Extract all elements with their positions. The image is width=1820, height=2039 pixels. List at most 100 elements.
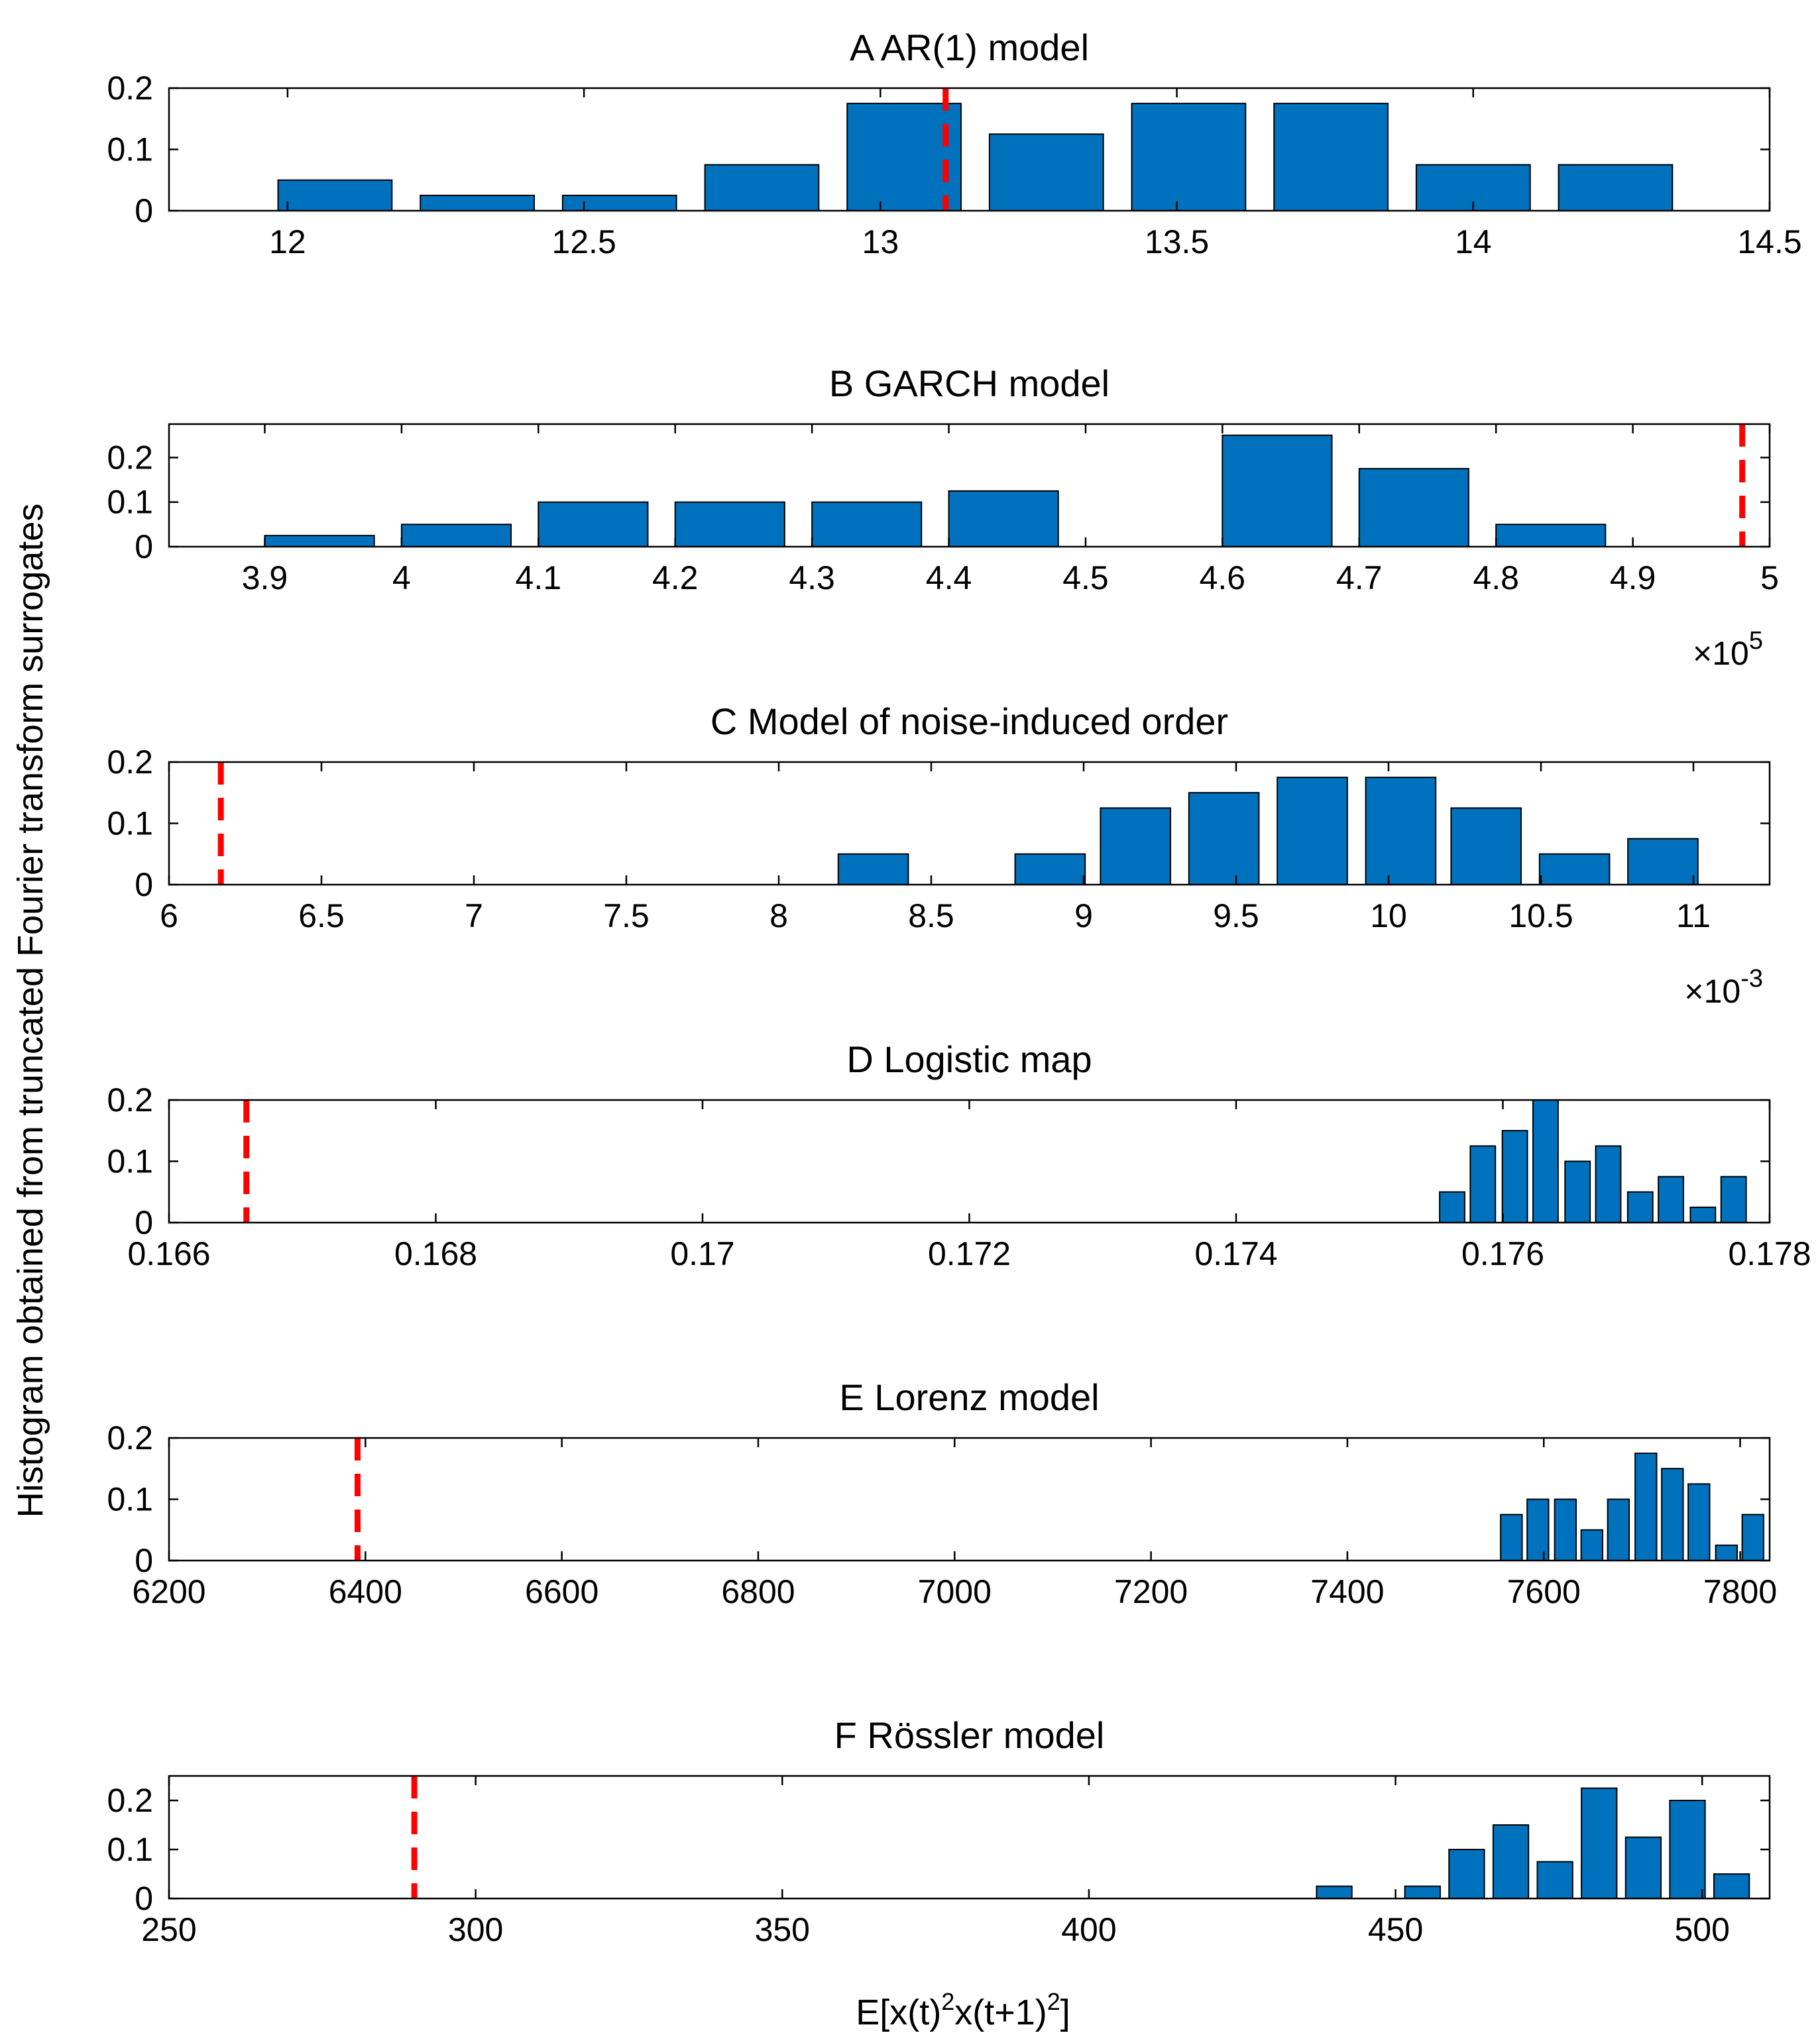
histogram-bar bbox=[277, 179, 393, 211]
x-tick-label: 7200 bbox=[1114, 1573, 1188, 1610]
panel-a: A AR(1) model 12 12.5 13 13.5 14 14.5 0 0.1 0.2 bbox=[107, 27, 1801, 260]
histogram-bar bbox=[846, 103, 962, 211]
histogram-bar bbox=[948, 490, 1059, 548]
histogram-bar bbox=[400, 524, 512, 548]
y-tick-label: 0.1 bbox=[107, 484, 153, 521]
x-tick-label: 0.172 bbox=[928, 1235, 1011, 1272]
xlabel-part: ] bbox=[1060, 1993, 1070, 2032]
histogram-bar bbox=[674, 501, 785, 548]
x-tick-label: 6200 bbox=[132, 1573, 205, 1610]
histogram-bar bbox=[1624, 1836, 1662, 1899]
xlabel-superscript: 2 bbox=[941, 1988, 954, 2015]
axes-box bbox=[168, 423, 1771, 548]
x-tick-label: 4.5 bbox=[1062, 559, 1109, 596]
axes-box bbox=[168, 1775, 1771, 1900]
multiplier-exponent: -3 bbox=[1740, 965, 1763, 993]
axes-box bbox=[168, 1099, 1771, 1224]
histogram-bar bbox=[1469, 1145, 1497, 1223]
y-tick-label: 0.1 bbox=[107, 131, 153, 168]
x-tick-label: 7400 bbox=[1310, 1573, 1384, 1610]
histogram-bar bbox=[1365, 777, 1437, 885]
y-tick-label: 0 bbox=[135, 1204, 153, 1241]
panel-title: D Logistic map bbox=[846, 1038, 1092, 1080]
panel-title: B GARCH model bbox=[829, 362, 1109, 404]
x-tick-label: 10.5 bbox=[1508, 897, 1573, 934]
x-tick-label: 7.5 bbox=[603, 897, 650, 934]
histogram-bar bbox=[561, 194, 677, 211]
histogram-bar bbox=[1131, 103, 1247, 211]
histogram-bar bbox=[1580, 1529, 1604, 1561]
histogram-bar bbox=[1448, 1849, 1485, 1899]
x-tick-label: 6 bbox=[160, 897, 178, 934]
histogram-bar bbox=[1661, 1468, 1684, 1561]
histogram-bar bbox=[1634, 1453, 1658, 1561]
figure-ylabel: Histogram obtained from truncated Fourie… bbox=[11, 504, 50, 1518]
histogram-bar bbox=[1222, 434, 1333, 547]
x-tick-label: 9 bbox=[1074, 897, 1093, 934]
histogram-bar bbox=[1492, 1824, 1530, 1899]
y-tick-label: 0.1 bbox=[107, 1143, 153, 1180]
histogram-bar bbox=[1720, 1176, 1747, 1223]
panel-title: E Lorenz model bbox=[839, 1376, 1099, 1418]
histogram-bar bbox=[1658, 1176, 1684, 1223]
panel-b: B GARCH model 3.9 4 4.1 4.2 4.3 4.4 4.5 4.6 4.7 4.… bbox=[107, 362, 1778, 672]
x-tick-label: 7800 bbox=[1703, 1573, 1777, 1610]
panel-e: E Lorenz model 6200 6400 6600 6800 7000 7200 74… bbox=[107, 1376, 1777, 1610]
x-tick-label: 0.17 bbox=[670, 1235, 734, 1272]
x-tick-label: 5 bbox=[1760, 559, 1779, 596]
histogram-bar bbox=[1500, 1514, 1523, 1561]
histogram-bar bbox=[1014, 853, 1086, 885]
histogram-bar bbox=[1188, 792, 1260, 885]
y-tick-label: 0.1 bbox=[107, 1831, 153, 1868]
histogram-bar bbox=[1626, 1191, 1654, 1223]
histogram-bar bbox=[1450, 807, 1522, 885]
x-tick-label: 12 bbox=[269, 223, 306, 260]
histogram-bar bbox=[1536, 1861, 1573, 1899]
panel-d: D Logistic map 0.166 0.168 0.17 0.172 0.174 0.… bbox=[107, 1038, 1811, 1272]
x-tick-label: 4 bbox=[392, 559, 411, 596]
histogram-bar bbox=[1100, 807, 1172, 885]
x-tick-label: 4.9 bbox=[1610, 559, 1656, 596]
histogram-bar bbox=[1595, 1145, 1622, 1223]
x-tick-label: 7000 bbox=[918, 1573, 992, 1610]
x-tick-label: 14 bbox=[1455, 223, 1492, 260]
y-tick-label: 0 bbox=[135, 1542, 153, 1579]
x-tick-label: 4.7 bbox=[1336, 559, 1383, 596]
axes-box bbox=[168, 761, 1771, 886]
histogram-bar bbox=[1715, 1544, 1738, 1561]
x-tick-label: 400 bbox=[1061, 1911, 1116, 1948]
y-tick-label: 0.2 bbox=[107, 1081, 153, 1119]
x-tick-label: 6400 bbox=[329, 1573, 402, 1610]
histogram-bar bbox=[1607, 1498, 1630, 1561]
y-tick-label: 0.2 bbox=[107, 70, 153, 107]
histogram-bar bbox=[1495, 524, 1607, 548]
histogram-bar bbox=[811, 501, 923, 548]
histogram-bar bbox=[1564, 1160, 1591, 1223]
histogram-bar bbox=[264, 535, 375, 548]
x-tick-label: 6600 bbox=[525, 1573, 598, 1610]
x-tick-label: 4.2 bbox=[652, 559, 699, 596]
multiplier-base: ×10 bbox=[1693, 635, 1749, 672]
x-tick-label: 14.5 bbox=[1737, 223, 1801, 260]
x-tick-label: 4.8 bbox=[1473, 559, 1519, 596]
x-tick-label: 9.5 bbox=[1213, 897, 1259, 934]
panel-title: A AR(1) model bbox=[850, 27, 1089, 68]
x-tick-label: 300 bbox=[448, 1911, 503, 1948]
histogram-bar bbox=[1277, 777, 1348, 885]
histogram-bar bbox=[1316, 1885, 1353, 1899]
x-axis-multiplier: ×105 bbox=[1693, 627, 1763, 672]
x-tick-label: 4.6 bbox=[1200, 559, 1246, 596]
x-tick-label: 11 bbox=[1676, 897, 1711, 934]
x-tick-label: 0.176 bbox=[1461, 1235, 1544, 1272]
x-tick-label: 350 bbox=[755, 1911, 810, 1948]
histogram-bar bbox=[1501, 1130, 1528, 1223]
x-axis-multiplier: ×10-3 bbox=[1684, 965, 1763, 1010]
histogram-bar bbox=[1404, 1885, 1441, 1899]
x-tick-label: 500 bbox=[1674, 1911, 1729, 1948]
histogram-bar bbox=[1532, 1099, 1559, 1223]
xlabel-part: E[x(t) bbox=[856, 1993, 941, 2032]
histogram-bar bbox=[1581, 1787, 1618, 1899]
histogram-bar bbox=[1741, 1514, 1764, 1561]
y-tick-label: 0 bbox=[135, 1880, 153, 1917]
